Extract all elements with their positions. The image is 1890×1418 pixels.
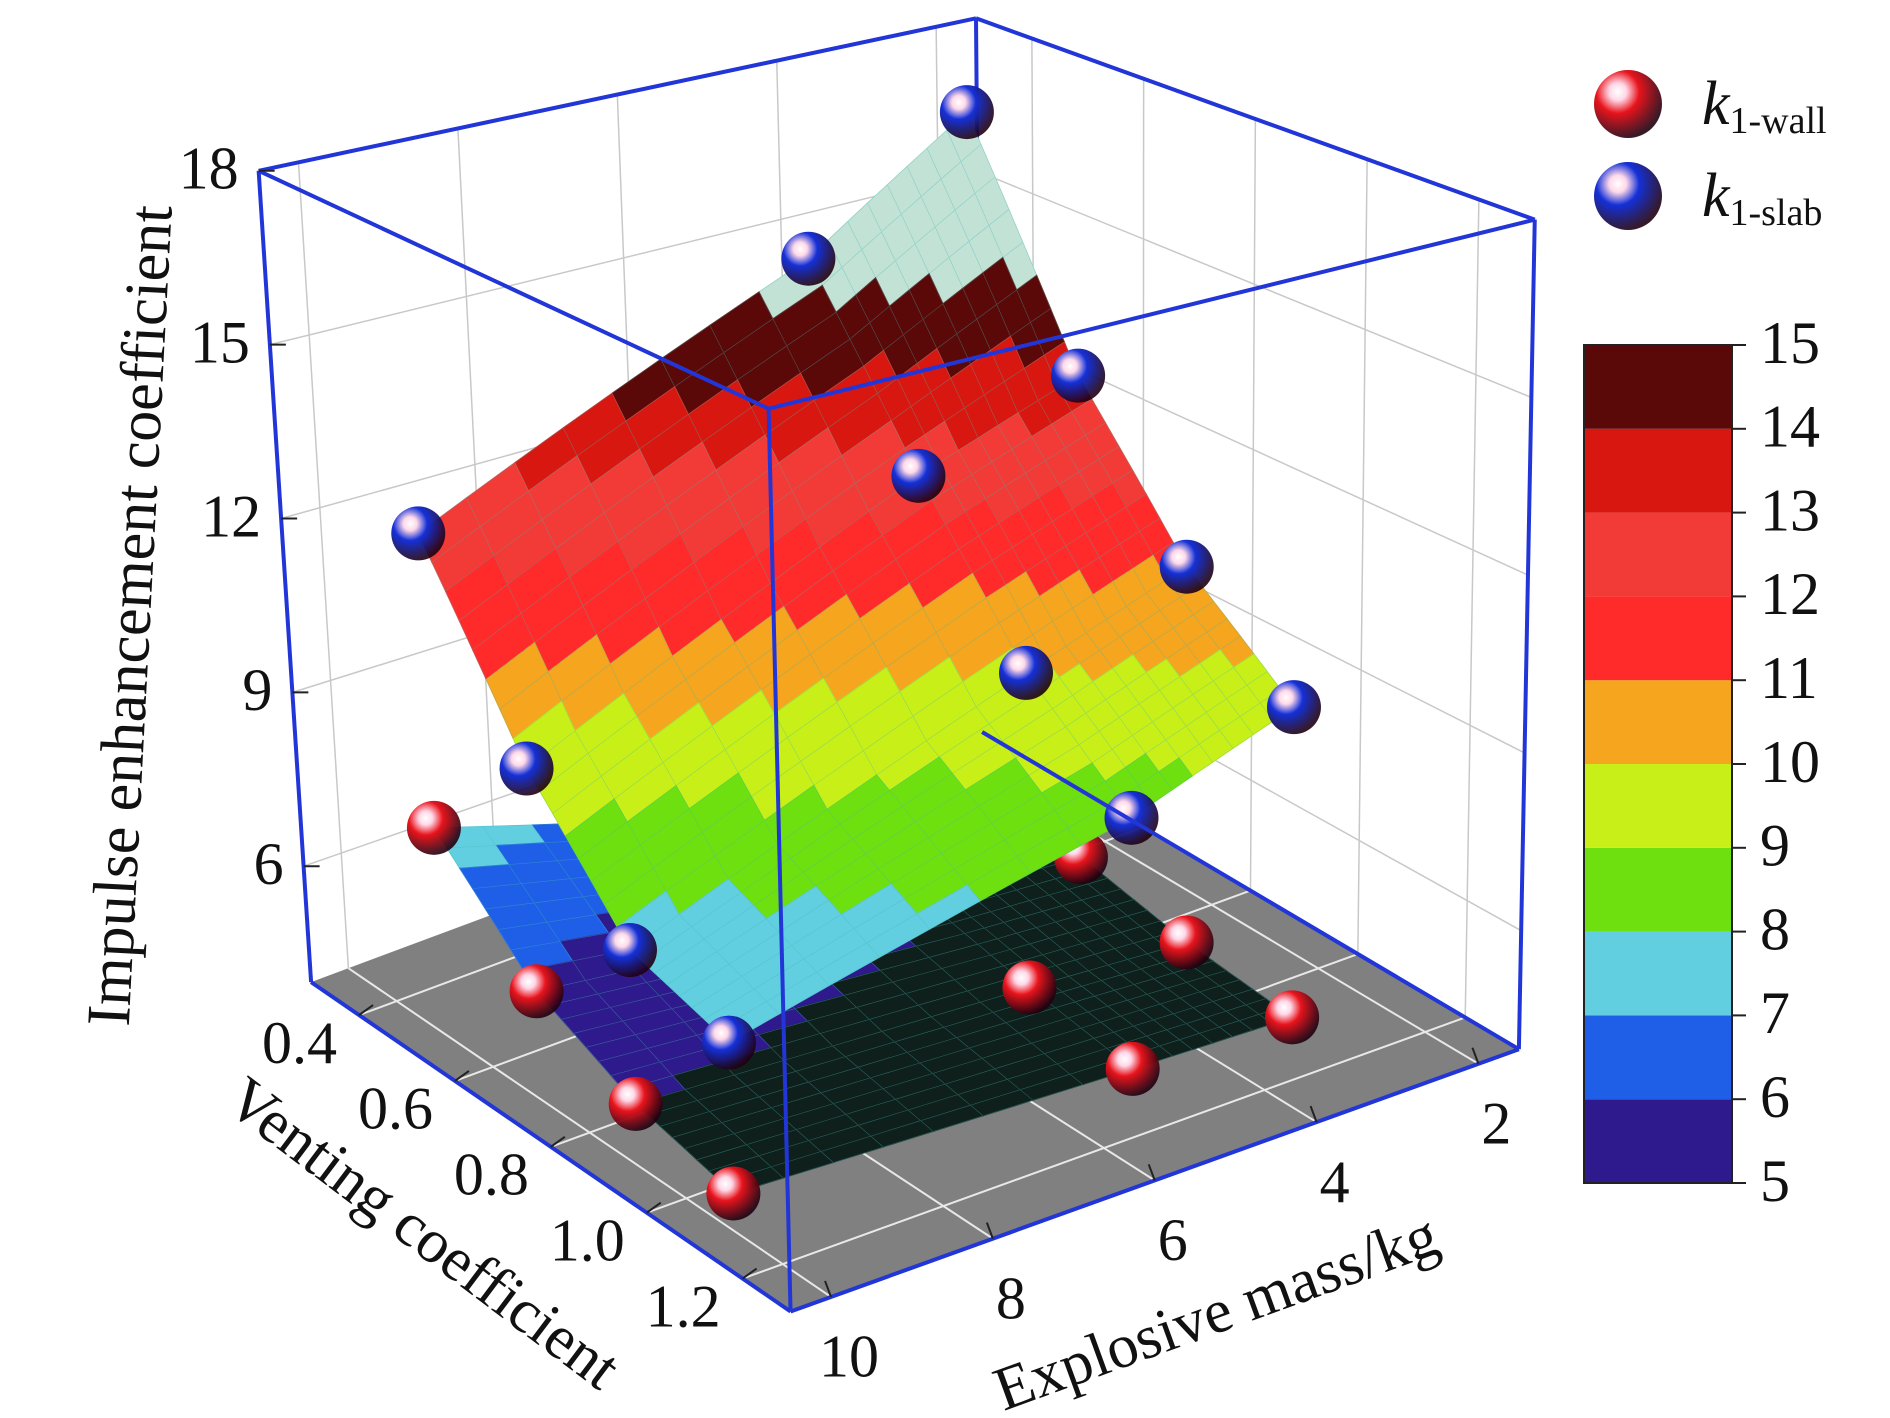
colorbar-label: 7 xyxy=(1760,980,1790,1046)
data-sphere xyxy=(509,964,564,1019)
y-tick-label: 0.4 xyxy=(262,1010,337,1076)
colorbar-label: 10 xyxy=(1760,729,1820,795)
y-tick-label: 0.8 xyxy=(454,1142,529,1208)
tick-mark xyxy=(985,1222,994,1239)
data-sphere xyxy=(1002,960,1057,1015)
box-edge xyxy=(1516,219,1537,1050)
legend-marker xyxy=(1594,70,1662,138)
box-edge xyxy=(256,170,314,983)
data-sphere xyxy=(391,506,446,561)
colorbar-label: 8 xyxy=(1760,896,1790,962)
grid-line xyxy=(1249,118,1257,891)
x-tick-label: 4 xyxy=(1320,1149,1350,1215)
data-sphere xyxy=(406,800,461,855)
tick-mark xyxy=(1471,1047,1480,1065)
y-tick-label: 1.2 xyxy=(646,1273,721,1339)
x-axis-title: Explosive mass/kg xyxy=(985,1201,1447,1418)
data-sphere xyxy=(1104,790,1159,845)
grid-line xyxy=(297,162,350,969)
tick-mark xyxy=(358,1004,374,1016)
surface-layer xyxy=(391,85,1321,1221)
data-sphere xyxy=(781,231,836,286)
data-sphere xyxy=(1159,539,1214,594)
x-tick-label: 10 xyxy=(819,1324,879,1390)
data-sphere xyxy=(999,645,1054,700)
colorbar-band xyxy=(1584,428,1732,513)
data-sphere xyxy=(1051,348,1106,403)
colorbar-label: 12 xyxy=(1760,561,1820,627)
z-tick-label: 9 xyxy=(242,657,272,723)
data-sphere xyxy=(1266,680,1321,735)
colorbar-band xyxy=(1584,931,1732,1016)
y-tick-label: 0.6 xyxy=(358,1076,433,1142)
data-sphere xyxy=(608,1076,663,1131)
x-tick-label: 6 xyxy=(1158,1207,1188,1273)
data-sphere xyxy=(499,741,554,796)
floor-grid-line xyxy=(742,1016,1466,1280)
z-axis-title: Impulse enhancement coefficient xyxy=(75,204,186,1028)
data-sphere xyxy=(1105,1041,1160,1096)
colorbar-label: 5 xyxy=(1760,1148,1790,1214)
box-edge xyxy=(981,730,1520,1051)
box-edge xyxy=(258,16,977,173)
grid-line xyxy=(1464,199,1480,1018)
legend-label: k1-wall xyxy=(1702,70,1827,141)
colorbar-label: 6 xyxy=(1760,1064,1790,1130)
box-edge xyxy=(768,217,1536,411)
x-tick-label: 2 xyxy=(1481,1091,1511,1157)
tick-mark xyxy=(646,1201,662,1214)
box-edge xyxy=(975,16,1536,222)
front-layer xyxy=(256,16,1537,1314)
tick-mark xyxy=(550,1135,566,1148)
x-tick-label: 8 xyxy=(996,1265,1026,1331)
tick-mark xyxy=(742,1267,758,1280)
data-sphere xyxy=(706,1166,761,1221)
data-sphere xyxy=(602,923,657,978)
colorbar-label: 11 xyxy=(1760,645,1818,711)
colorbar-band xyxy=(1584,680,1732,764)
tick-mark xyxy=(1309,1105,1318,1123)
data-sphere xyxy=(1159,915,1214,970)
y-tick-label: 1.0 xyxy=(550,1207,625,1273)
tick-mark xyxy=(824,1280,832,1298)
colorbar-band xyxy=(1584,512,1732,597)
colorbar-band xyxy=(1584,345,1732,429)
data-sphere xyxy=(939,85,994,140)
grid-line xyxy=(1357,159,1368,955)
legend-label: k1-slab xyxy=(1702,162,1822,233)
legend-marker xyxy=(1594,162,1662,230)
colorbar-label: 13 xyxy=(1760,477,1820,543)
colorbar-label: 15 xyxy=(1760,310,1820,376)
tick-mark xyxy=(454,1070,470,1082)
z-tick-label: 12 xyxy=(201,483,261,549)
colorbar-band xyxy=(1584,764,1732,848)
colorbar-band xyxy=(1584,847,1732,932)
colorbar-band xyxy=(1584,596,1732,681)
box-edge xyxy=(257,168,770,411)
z-tick-label: 18 xyxy=(179,136,239,202)
data-sphere xyxy=(1265,990,1320,1045)
tick-mark xyxy=(1147,1163,1156,1181)
colorbar-band xyxy=(1584,1099,1732,1183)
colorbar-label: 9 xyxy=(1760,813,1790,879)
z-tick-label: 15 xyxy=(190,309,250,375)
colorbar-band xyxy=(1584,1015,1732,1100)
box-edge xyxy=(766,408,793,1312)
data-sphere xyxy=(701,1015,756,1070)
colorbar-label: 14 xyxy=(1760,394,1820,460)
z-tick-label: 6 xyxy=(254,831,284,897)
data-sphere xyxy=(891,448,946,503)
